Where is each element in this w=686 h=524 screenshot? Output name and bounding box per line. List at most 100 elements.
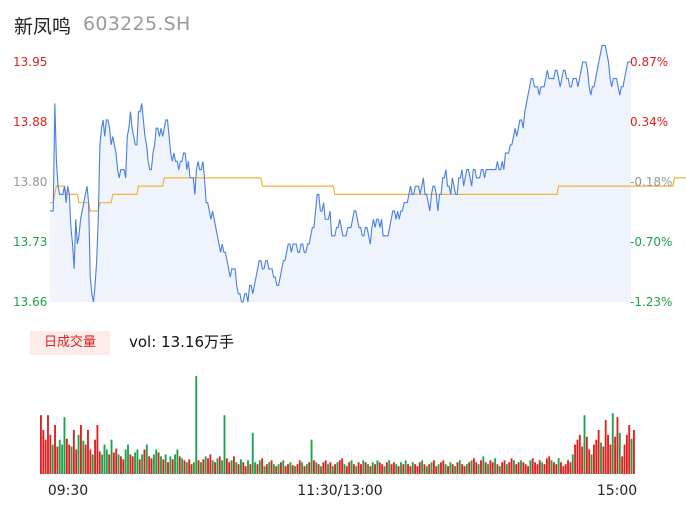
volume-bar (91, 454, 94, 474)
volume-bar (185, 462, 188, 474)
volume-bar (152, 454, 155, 474)
volume-bar (475, 462, 478, 474)
volume-bar (282, 460, 285, 474)
volume-bar (625, 434, 628, 474)
volume-bar (567, 460, 569, 474)
volume-bar (108, 454, 111, 474)
volume-bar (143, 449, 146, 474)
volume-bar (536, 464, 539, 474)
volume-bar (65, 438, 68, 474)
volume-bar (496, 464, 499, 474)
volume-bar (310, 439, 313, 474)
volume-bar (527, 466, 529, 474)
volume-bar (169, 456, 172, 474)
volume-bar (254, 462, 256, 474)
volume-bar (421, 460, 424, 474)
volume-bar (458, 460, 461, 474)
volume-bar (569, 462, 572, 474)
volume-bar (84, 444, 87, 474)
volume-bar (171, 459, 174, 474)
volume-bar (618, 432, 621, 474)
volume-bar (470, 460, 473, 474)
volume-bar (244, 466, 247, 474)
volume-bar (600, 442, 602, 474)
volume-bar (268, 462, 271, 474)
volume-bar (588, 449, 591, 474)
volume-bar (548, 456, 551, 474)
volume-bar (190, 464, 193, 474)
volume-bar (505, 464, 508, 474)
y-tick-pct-label: -0.18% (630, 175, 672, 189)
volume-bar (552, 462, 555, 474)
y-tick-pct-label: -1.23% (630, 295, 672, 309)
volume-bar (58, 439, 61, 474)
volume-bar (371, 462, 374, 474)
volume-bar (560, 462, 562, 474)
volume-bar (265, 464, 268, 474)
volume-bar (256, 464, 259, 474)
volume-bar (72, 429, 75, 474)
y-tick-label: 13.95 (13, 55, 47, 69)
volume-bar (157, 452, 160, 474)
volume-bar (407, 464, 409, 474)
volume-bar (432, 460, 435, 474)
volume-bar (418, 462, 421, 474)
volume-bar (352, 464, 355, 474)
volume-bar (56, 446, 59, 474)
volume-bar (129, 454, 132, 474)
volume-bar (503, 460, 506, 474)
volume-bar (324, 460, 327, 474)
daily-volume-tab[interactable]: 日成交量 (30, 331, 110, 355)
volume-bar (531, 458, 534, 474)
volume-bar (242, 462, 245, 474)
volume-bar (578, 434, 581, 474)
volume-bar (633, 429, 635, 474)
y-tick-label: 13.80 (13, 175, 47, 189)
volume-bar (77, 434, 80, 474)
volume-bar (590, 454, 593, 474)
volume-bar (564, 464, 567, 474)
volume-bar (195, 376, 198, 474)
volume-bar (204, 456, 207, 474)
volume-bar (385, 462, 388, 474)
volume-bar (524, 464, 527, 474)
volume-bar (120, 456, 122, 474)
volume-bar (327, 464, 329, 474)
volume-bar (209, 454, 212, 474)
volume-bar (362, 460, 365, 474)
volume-bar (270, 460, 273, 474)
volume-bar (451, 464, 454, 474)
volume-bar (117, 454, 120, 474)
volume-bar (345, 466, 348, 474)
volume-bar (320, 466, 322, 474)
volume-bar (218, 456, 221, 474)
volume-bar (312, 460, 315, 474)
y-tick-label: 13.88 (13, 115, 47, 129)
volume-bar (529, 460, 532, 474)
volume-bar (472, 458, 475, 474)
volume-bar (42, 429, 45, 474)
volume-bar (364, 462, 367, 474)
volume-bar (378, 462, 381, 474)
volume-bar (87, 429, 89, 474)
volume-bar (277, 464, 280, 474)
volume-bar (98, 451, 101, 474)
volume-bar (357, 462, 360, 474)
volume-bar (534, 462, 537, 474)
volume-bar (261, 458, 264, 474)
volume-bar (336, 462, 339, 474)
volume-bar (160, 456, 162, 474)
volume-bar (487, 464, 489, 474)
volume-bar (298, 460, 301, 474)
volume-bar (235, 462, 238, 474)
volume-bar (138, 459, 141, 474)
volume-bar (463, 466, 466, 474)
volume-bar (425, 466, 428, 474)
volume-bar (145, 444, 148, 474)
volume-bar (141, 454, 144, 474)
volume-bar (388, 460, 391, 474)
volume-bar (491, 462, 494, 474)
volume-bar (602, 446, 605, 474)
volume-bar (550, 460, 553, 474)
volume-bar (112, 452, 115, 474)
